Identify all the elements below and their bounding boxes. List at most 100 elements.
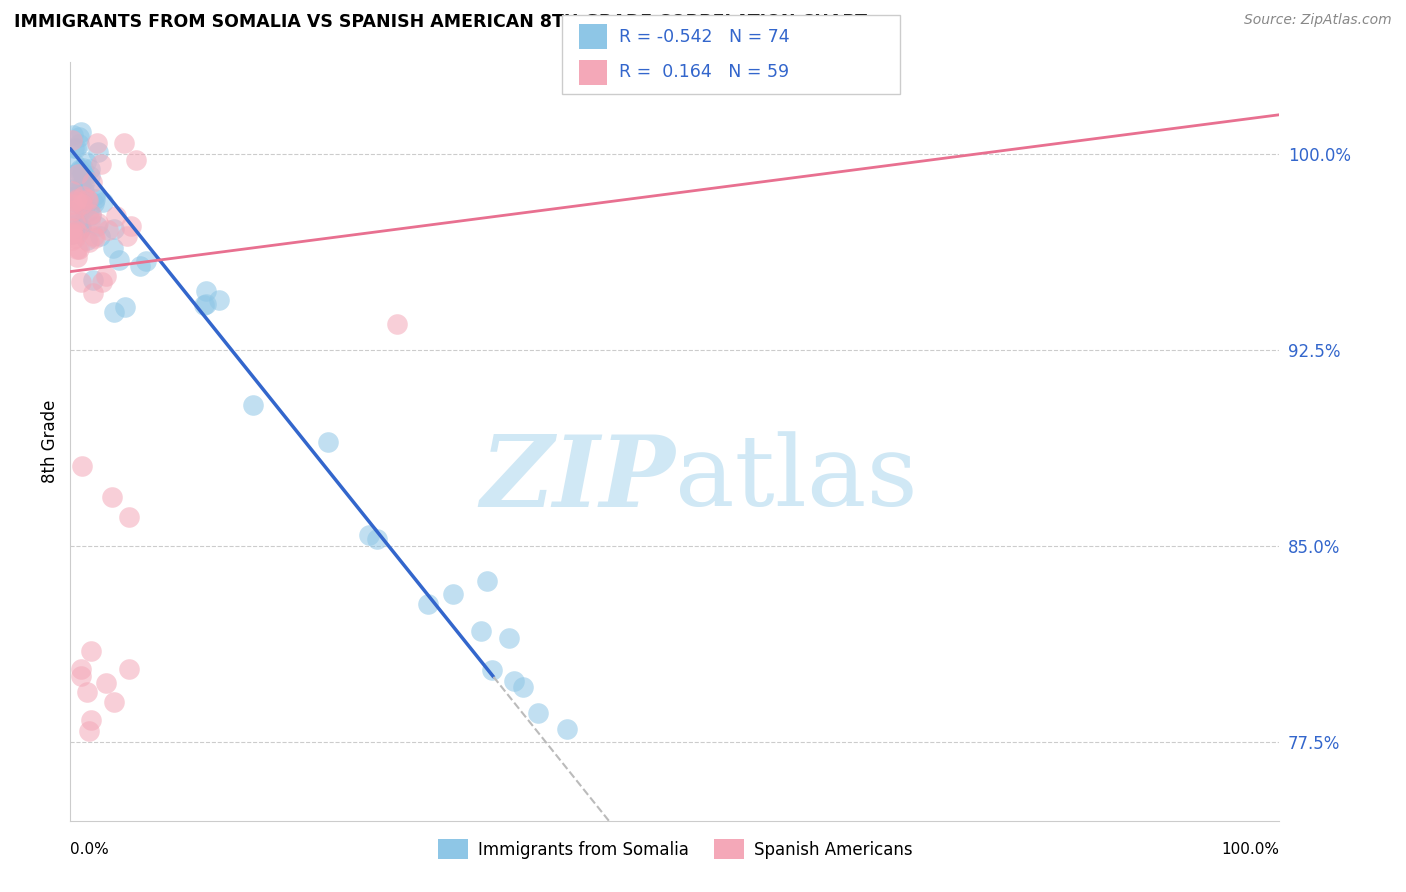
Point <box>65 141 87 155</box>
Text: R = -0.542   N = 74: R = -0.542 N = 74 <box>619 28 789 45</box>
Text: ZIP: ZIP <box>479 431 675 528</box>
Point <box>63 189 86 203</box>
Point <box>60 203 83 218</box>
Point <box>357 527 380 541</box>
Point <box>498 631 520 645</box>
Point <box>60 168 83 182</box>
Point <box>108 252 131 267</box>
Legend: Immigrants from Somalia, Spanish Americans: Immigrants from Somalia, Spanish America… <box>432 833 918 865</box>
Point <box>121 219 143 234</box>
Point <box>60 182 83 196</box>
Point <box>94 269 117 284</box>
Point <box>65 215 87 229</box>
Point <box>67 130 90 145</box>
Point <box>70 219 93 234</box>
Point <box>80 207 103 221</box>
Point <box>63 219 86 233</box>
Point <box>477 574 499 589</box>
Point <box>103 695 125 709</box>
Point <box>67 225 90 239</box>
Point <box>65 224 87 238</box>
Point <box>79 162 101 177</box>
Point <box>60 225 83 239</box>
Point <box>60 133 83 147</box>
Point <box>77 724 100 739</box>
Point <box>76 685 98 699</box>
Point <box>65 194 87 208</box>
Text: 100.0%: 100.0% <box>1222 841 1279 856</box>
Point <box>208 293 231 308</box>
Point <box>91 194 114 209</box>
Point <box>60 196 83 211</box>
Point <box>418 597 440 611</box>
Text: 0.0%: 0.0% <box>70 841 110 856</box>
Point <box>70 221 93 235</box>
Point <box>512 680 534 694</box>
Point <box>77 194 100 208</box>
Point <box>103 241 125 255</box>
Point <box>70 275 93 289</box>
Point <box>366 532 388 546</box>
Point <box>83 228 105 243</box>
Point <box>60 221 83 235</box>
Point <box>70 166 93 180</box>
Point <box>83 187 105 202</box>
Point <box>63 215 86 229</box>
Point <box>63 202 86 217</box>
Point <box>72 167 94 181</box>
Point <box>72 458 94 473</box>
Point <box>94 676 117 690</box>
Point <box>72 190 94 204</box>
Point <box>66 242 89 256</box>
Text: IMMIGRANTS FROM SOMALIA VS SPANISH AMERICAN 8TH GRADE CORRELATION CHART: IMMIGRANTS FROM SOMALIA VS SPANISH AMERI… <box>14 13 868 31</box>
Point <box>66 192 89 206</box>
Point <box>76 192 98 206</box>
Point <box>470 624 492 639</box>
Point <box>72 161 94 176</box>
Point <box>60 227 83 242</box>
Point <box>86 216 108 230</box>
Point <box>90 157 112 171</box>
Point <box>118 662 141 676</box>
Point <box>60 185 83 199</box>
Point <box>112 136 135 151</box>
Point <box>63 141 86 155</box>
Point <box>555 722 578 736</box>
Point <box>79 169 101 183</box>
Point <box>69 221 91 235</box>
Point <box>69 179 91 194</box>
Point <box>76 233 98 247</box>
Point <box>86 136 108 151</box>
Point <box>503 673 526 688</box>
Point <box>69 668 91 682</box>
Point <box>115 228 138 243</box>
Point <box>316 434 339 449</box>
Y-axis label: 8th Grade: 8th Grade <box>41 400 59 483</box>
Point <box>62 128 84 142</box>
Point <box>128 259 150 273</box>
Point <box>67 205 90 219</box>
Point <box>60 227 83 241</box>
Point <box>69 161 91 176</box>
Point <box>118 510 141 524</box>
Point <box>385 317 408 331</box>
Point <box>69 181 91 195</box>
Point <box>526 706 548 720</box>
Point <box>87 145 110 159</box>
Point <box>80 713 103 727</box>
Point <box>104 210 127 224</box>
Point <box>193 298 215 312</box>
Point <box>82 286 104 301</box>
Point <box>83 196 105 211</box>
Point <box>84 231 107 245</box>
Point <box>86 219 108 233</box>
Point <box>195 284 218 298</box>
Point <box>73 202 96 216</box>
Point <box>80 175 103 189</box>
Point <box>73 184 96 198</box>
Point <box>80 208 103 222</box>
Point <box>67 137 90 152</box>
Point <box>82 273 104 287</box>
Point <box>195 297 218 311</box>
Point <box>114 300 136 314</box>
